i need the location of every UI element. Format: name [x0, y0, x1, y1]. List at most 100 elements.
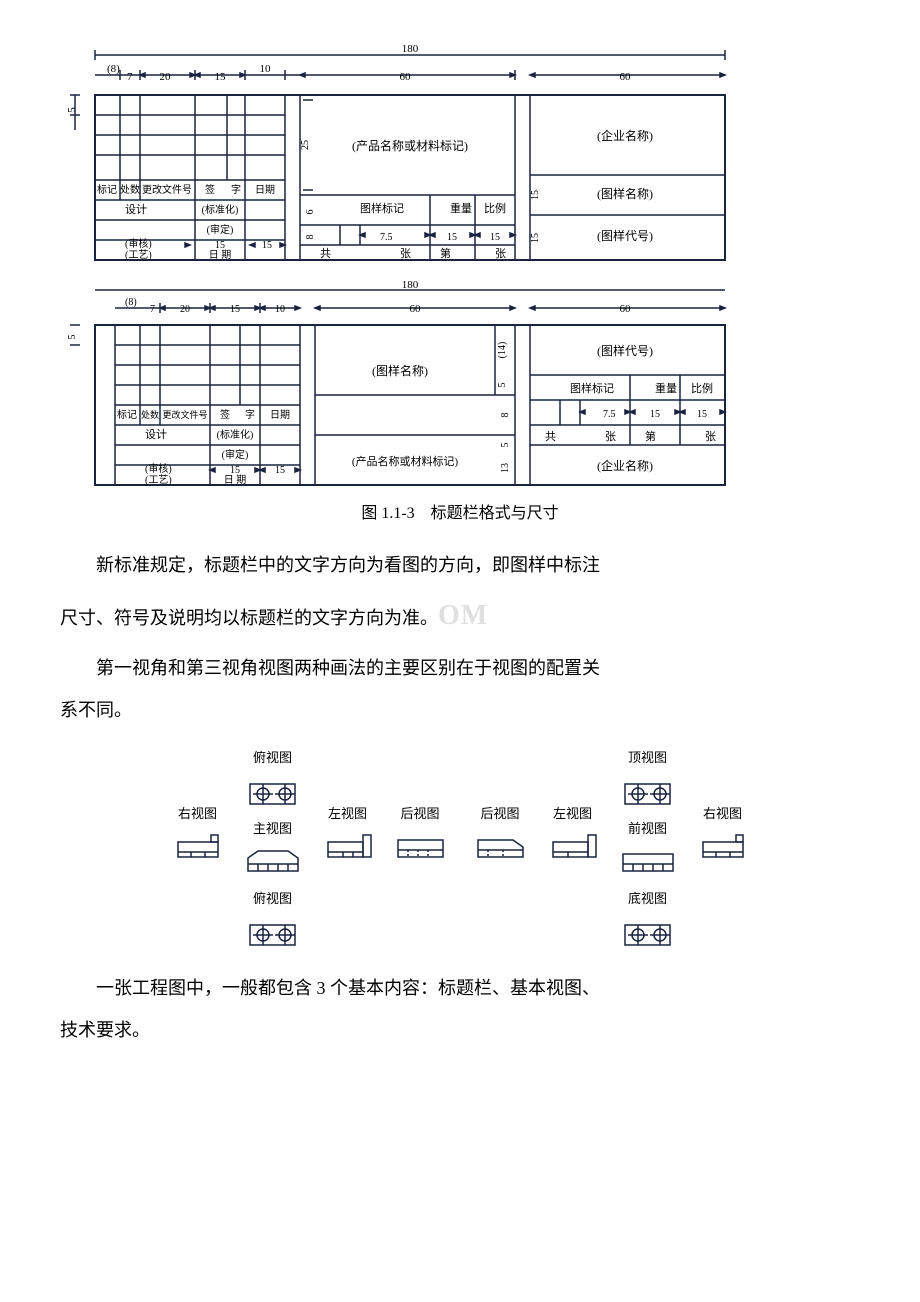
- svg-text:15: 15: [262, 240, 272, 251]
- side-view-icon: [548, 832, 598, 867]
- svg-text:15: 15: [490, 232, 500, 243]
- svg-text:重量: 重量: [450, 201, 472, 215]
- svg-text:(工艺): (工艺): [145, 474, 172, 486]
- svg-text:字: 字: [231, 183, 241, 196]
- svg-text:20: 20: [160, 71, 172, 83]
- front-view-col: 俯视图 主视图 俯视图: [243, 746, 303, 951]
- svg-text:(产品名称或材料标记): (产品名称或材料标记): [352, 138, 468, 153]
- paragraph-3a: 一张工程图中，一般都包含 3 个基本内容：标题栏、基本视图、: [60, 972, 860, 1004]
- svg-text:7.5: 7.5: [603, 409, 616, 420]
- back-view-col: 后视图: [393, 746, 448, 866]
- svg-text:(标准化): (标准化): [202, 203, 239, 216]
- third-angle-group: 后视图 左视图 顶视图 前视图 底视图 右视图: [473, 746, 748, 951]
- svg-text:10: 10: [275, 304, 285, 315]
- first-angle-group: 右视图 俯视图 主视图 俯视图 左视图 后视图: [173, 746, 448, 951]
- bottom-view-icon: [245, 917, 300, 952]
- svg-text:第: 第: [440, 246, 451, 260]
- front-view-col-2: 顶视图 前视图 底视图: [618, 746, 678, 951]
- right-view-col-2: 右视图: [698, 746, 748, 866]
- svg-text:15: 15: [275, 465, 285, 476]
- svg-text:6: 6: [305, 210, 316, 215]
- svg-text:标记: 标记: [97, 184, 117, 196]
- svg-text:日 期: 日 期: [209, 249, 232, 261]
- svg-text:更改文件号: 更改文件号: [142, 183, 192, 196]
- svg-text:(企业名称): (企业名称): [597, 128, 653, 143]
- top-view-icon: [620, 776, 675, 811]
- figure-caption: 图 1.1-3 标题栏格式与尺寸: [60, 500, 860, 529]
- svg-text:60: 60: [400, 71, 412, 83]
- paragraph-1b: 尺寸、符号及说明均以标题栏的文字方向为准。OM: [60, 591, 860, 641]
- top-view-icon: [245, 776, 300, 811]
- svg-text:处数: 处数: [120, 183, 140, 196]
- svg-text:签: 签: [220, 408, 230, 421]
- svg-text:设计: 设计: [125, 203, 147, 216]
- svg-text:(图样名称): (图样名称): [372, 363, 428, 378]
- views-comparison: 右视图 俯视图 主视图 俯视图 左视图 后视图 后视图: [60, 746, 860, 951]
- left-view-col-2: 左视图: [548, 746, 598, 866]
- svg-text:比例: 比例: [691, 381, 713, 395]
- svg-text:(审定): (审定): [207, 223, 234, 236]
- svg-text:(企业名称): (企业名称): [597, 458, 653, 473]
- svg-text:15: 15: [530, 190, 541, 200]
- svg-text:张: 张: [495, 247, 506, 260]
- svg-text:15: 15: [530, 233, 541, 243]
- svg-text:(产品名称或材料标记): (产品名称或材料标记): [352, 454, 459, 468]
- side-view-icon: [173, 832, 223, 867]
- svg-text:(8): (8): [125, 297, 137, 308]
- svg-text:(审核): (审核): [125, 237, 152, 250]
- bottom-view-icon: [620, 917, 675, 952]
- right-view-col: 右视图: [173, 746, 223, 866]
- svg-text:10: 10: [260, 63, 272, 75]
- watermark: OM: [438, 600, 488, 631]
- side-view-icon: [698, 832, 748, 867]
- titleblock-svg-1: 180 (8) 7 20 15 10 60 60 5 45: [60, 40, 740, 270]
- svg-text:第: 第: [645, 429, 656, 443]
- svg-text:重量: 重量: [655, 381, 677, 395]
- svg-text:(审定): (审定): [222, 448, 249, 461]
- left-view-col: 左视图: [323, 746, 373, 866]
- svg-text:15: 15: [697, 409, 707, 420]
- paragraph-2b: 系不同。: [60, 694, 860, 726]
- svg-text:60: 60: [410, 303, 422, 315]
- svg-text:处数: 处数: [141, 409, 159, 420]
- svg-text:日期: 日期: [270, 409, 290, 421]
- svg-text:标记: 标记: [117, 409, 137, 421]
- svg-text:共: 共: [320, 247, 331, 260]
- svg-text:更改文件号: 更改文件号: [162, 409, 207, 420]
- svg-text:60: 60: [620, 71, 632, 83]
- titleblock-svg-2: 180 (8) 7 20 15 10 60 60 5 45: [60, 280, 740, 490]
- svg-text:20: 20: [180, 304, 190, 315]
- paragraph-3b: 技术要求。: [60, 1014, 860, 1046]
- svg-text:5: 5: [497, 383, 508, 388]
- svg-text:张: 张: [705, 430, 716, 443]
- svg-text:5: 5: [66, 107, 78, 113]
- side-view-icon: [323, 832, 373, 867]
- svg-text:张: 张: [605, 430, 616, 443]
- back-view-icon: [473, 832, 528, 867]
- svg-text:7: 7: [127, 71, 133, 83]
- svg-text:(图样代号): (图样代号): [597, 343, 653, 358]
- svg-text:(工艺): (工艺): [125, 249, 152, 261]
- paragraph-2a: 第一视角和第三视角视图两种画法的主要区别在于视图的配置关: [60, 652, 860, 684]
- svg-text:15: 15: [230, 304, 240, 315]
- svg-text:15: 15: [215, 71, 227, 83]
- svg-text:5: 5: [500, 443, 511, 448]
- svg-text:签: 签: [205, 183, 215, 196]
- svg-text:(8): (8): [107, 63, 120, 75]
- svg-text:13: 13: [500, 463, 511, 473]
- back-view-icon: [393, 832, 448, 867]
- svg-text:60: 60: [620, 303, 632, 315]
- svg-text:(图样代号): (图样代号): [597, 228, 653, 243]
- svg-text:15: 15: [650, 409, 660, 420]
- svg-text:7: 7: [150, 304, 155, 315]
- svg-text:日期: 日期: [255, 184, 275, 196]
- svg-text:字: 字: [245, 408, 255, 421]
- svg-text:图样标记: 图样标记: [360, 201, 404, 215]
- svg-text:(标准化): (标准化): [217, 428, 254, 441]
- svg-text:(图样名称): (图样名称): [597, 186, 653, 201]
- svg-text:8: 8: [305, 235, 316, 240]
- svg-text:5: 5: [67, 335, 78, 340]
- svg-text:图样标记: 图样标记: [570, 381, 614, 395]
- svg-text:比例: 比例: [484, 201, 506, 215]
- svg-text:7.5: 7.5: [380, 232, 393, 243]
